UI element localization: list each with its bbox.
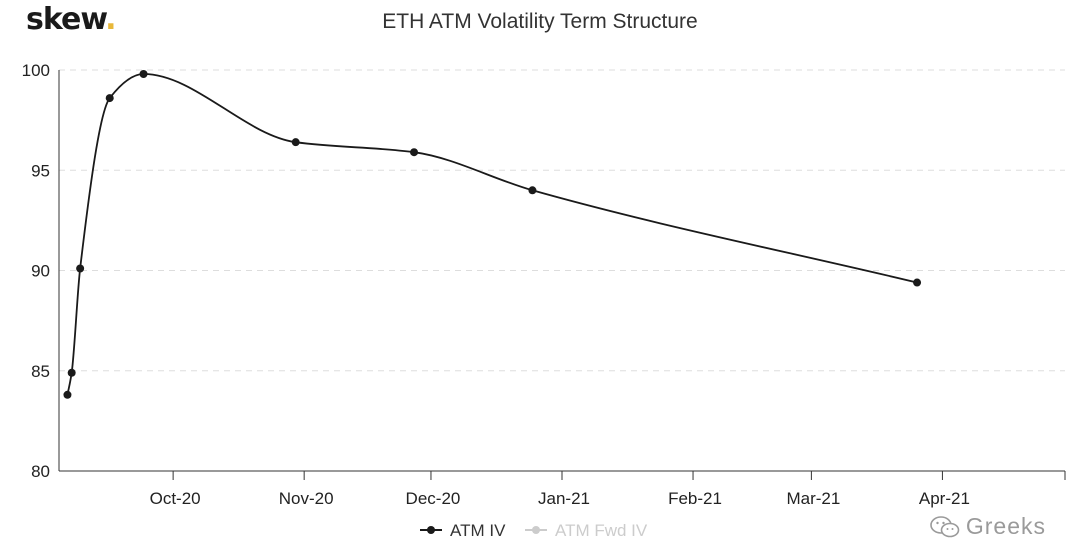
legend[interactable]: ATM IV ATM Fwd IV	[420, 521, 648, 540]
x-tick-label: Oct-20	[150, 489, 201, 508]
data-point	[105, 94, 114, 103]
y-axis-ticks: 80 85 90 95 100	[22, 61, 50, 481]
logo-dot: .	[105, 2, 116, 37]
y-tick-label: 90	[31, 262, 50, 281]
x-tick-label: Jan-21	[538, 489, 590, 508]
y-tick-label: 95	[31, 161, 50, 180]
grid-lines	[59, 69, 1065, 372]
legend-label: ATM Fwd IV	[555, 521, 648, 540]
series-layer	[63, 70, 922, 399]
x-tick-label: Mar-21	[786, 489, 840, 508]
skew-logo: skew.	[26, 2, 117, 37]
x-tick-label: Nov-20	[279, 489, 334, 508]
logo-text: skew	[26, 2, 106, 37]
x-tick-label: Dec-20	[406, 489, 461, 508]
axes	[58, 70, 1066, 480]
y-tick-label: 80	[31, 462, 50, 481]
data-point	[291, 138, 300, 147]
data-point	[67, 368, 76, 377]
y-tick-label: 85	[31, 362, 50, 381]
y-tick-label: 100	[22, 61, 50, 80]
data-point	[528, 186, 537, 195]
data-point	[410, 148, 419, 157]
data-point	[913, 278, 922, 287]
legend-label: ATM IV	[450, 521, 506, 540]
legend-atm-fwd-iv[interactable]: ATM Fwd IV	[525, 521, 648, 540]
series-line-atm-iv	[66, 73, 918, 395]
legend-marker	[427, 526, 435, 534]
wechat-icon	[930, 515, 960, 537]
data-point	[63, 390, 72, 399]
legend-marker	[532, 526, 540, 534]
data-point	[76, 264, 85, 273]
chart-title: ETH ATM Volatility Term Structure	[382, 10, 698, 33]
watermark: Greeks	[930, 513, 1046, 540]
data-point	[139, 70, 148, 79]
x-tick-label: Feb-21	[668, 489, 722, 508]
legend-atm-iv[interactable]: ATM IV	[420, 521, 506, 540]
x-axis-ticks: Oct-20 Nov-20 Dec-20 Jan-21 Feb-21 Mar-21 Apr-…	[150, 471, 970, 508]
watermark-text: Greeks	[965, 513, 1046, 539]
x-tick-label: Apr-21	[919, 489, 970, 508]
